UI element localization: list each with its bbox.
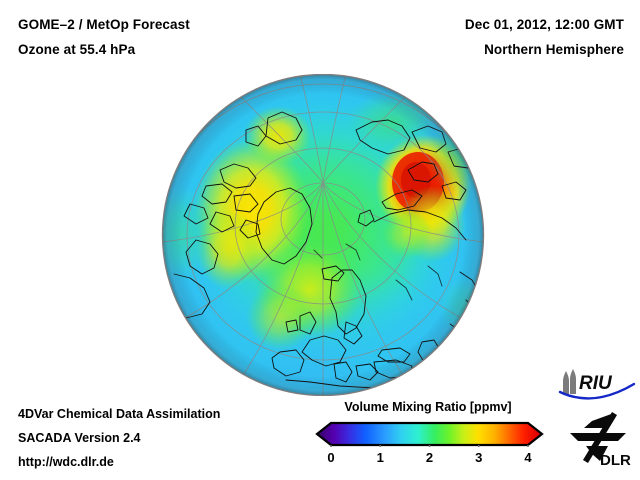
dlr-logo-svg: DLR bbox=[570, 412, 631, 469]
globe-limb-shading bbox=[162, 74, 484, 396]
colorbar-svg bbox=[315, 421, 544, 447]
colorbar-title: Volume Mixing Ratio [ppmv] bbox=[344, 400, 512, 414]
dlr-logo: DLR bbox=[566, 411, 634, 469]
colorbar-tick-label: 2 bbox=[425, 450, 434, 465]
footer-line-url[interactable]: http://wdc.dlr.de bbox=[18, 455, 114, 469]
dlr-emblem-icon bbox=[570, 412, 626, 463]
header-right: Dec 01, 2012, 12:00 GMT Northern Hemisph… bbox=[465, 12, 624, 62]
page-subtitle: Ozone at 55.4 hPa bbox=[18, 42, 136, 57]
globe-svg bbox=[161, 74, 485, 396]
colorbar-ticks bbox=[330, 445, 529, 447]
footer-line-method: 4DVar Chemical Data Assimilation bbox=[18, 407, 221, 421]
colorbar-tick-label: 0 bbox=[327, 450, 335, 465]
riu-wave-icon bbox=[558, 382, 636, 400]
riu-wordmark: RIU bbox=[579, 373, 613, 394]
globe-outline bbox=[161, 74, 485, 396]
timestamp-label: Dec 01, 2012, 12:00 GMT bbox=[464, 17, 624, 32]
colorbar-tick-labels: 0 1 2 3 4 bbox=[310, 450, 550, 472]
colorbar-tick-label: 3 bbox=[475, 450, 483, 465]
header-left: GOME–2 / MetOp Forecast Ozone at 55.4 hP… bbox=[18, 12, 190, 62]
region-label: Northern Hemisphere bbox=[484, 42, 624, 57]
footer-line-version: SACADA Version 2.4 bbox=[18, 431, 141, 445]
colorbar-tick-label: 1 bbox=[376, 450, 384, 465]
riu-logo: RIU bbox=[558, 369, 636, 403]
coastline-arabia bbox=[415, 369, 459, 395]
riu-logo-svg: RIU bbox=[558, 369, 636, 400]
cooling-towers-icon bbox=[563, 369, 576, 394]
page-title: GOME–2 / MetOp Forecast bbox=[18, 17, 190, 32]
colorbar: Volume Mixing Ratio [ppmv] bbox=[310, 400, 550, 476]
colorbar-tick-label: 4 bbox=[524, 450, 532, 465]
globe-map bbox=[160, 74, 486, 396]
footer-credits: 4DVar Chemical Data Assimilation SACADA … bbox=[18, 402, 220, 474]
dlr-wordmark: DLR bbox=[600, 452, 631, 469]
